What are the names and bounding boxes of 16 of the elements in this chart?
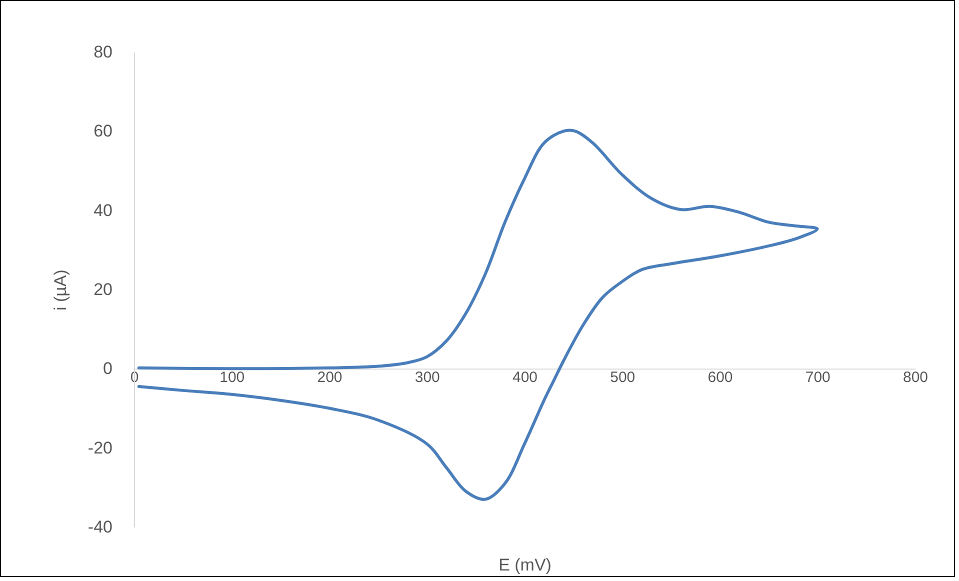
- x-tick-label: 800: [902, 369, 928, 386]
- y-tick-label: 20: [94, 280, 112, 299]
- x-tick-label: 200: [317, 369, 342, 386]
- x-tick-label: 500: [610, 369, 636, 386]
- y-tick-label: -20: [88, 438, 112, 458]
- x-tick-label: 600: [708, 369, 733, 386]
- y-tick-label: -40: [88, 518, 112, 536]
- y-axis-title: i (µA): [50, 270, 70, 310]
- x-axis-title: E (mV): [498, 556, 552, 574]
- x-tick-label: 400: [512, 369, 538, 386]
- y-tick-label: 80: [94, 42, 112, 62]
- y-tick-label: 40: [94, 200, 112, 220]
- y-tick-label: 60: [94, 122, 112, 141]
- x-tick-label: 700: [805, 369, 830, 386]
- x-tick-label: 100: [220, 369, 245, 386]
- x-tick-label: 300: [414, 369, 440, 386]
